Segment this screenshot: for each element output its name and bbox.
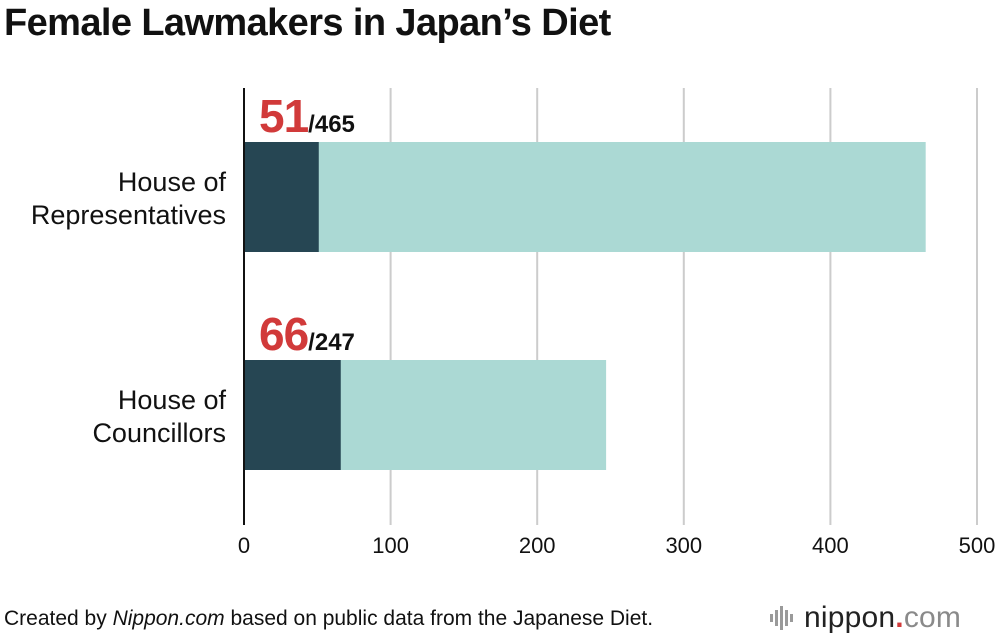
source-suffix: based on public data from the Japanese D… (224, 607, 654, 630)
x-tick-label: 0 (238, 533, 250, 558)
data-label: 51/465 (259, 90, 355, 142)
logo-name: nippon (804, 601, 896, 634)
logo-dot: . (895, 601, 904, 634)
x-tick-label: 100 (372, 533, 409, 558)
chart-title: Female Lawmakers in Japan’s Diet (4, 2, 611, 44)
nippon-logo: nippon.com (770, 598, 961, 638)
x-tick-label: 200 (519, 533, 556, 558)
logo-tld: com (903, 601, 962, 634)
female-count-label: 66 (259, 308, 308, 360)
source-site: Nippon.com (112, 607, 225, 630)
bar-total-seats (244, 142, 926, 252)
source-prefix: Created by (4, 607, 113, 630)
bar-female-lawmakers (244, 360, 341, 470)
x-tick-label: 400 (812, 533, 849, 558)
x-tick-label: 300 (665, 533, 702, 558)
total-seats-label: /247 (308, 329, 355, 356)
logo-mark-icon (770, 606, 793, 630)
x-tick-label: 500 (959, 533, 996, 558)
category-label: Councillors (92, 418, 226, 448)
category-label: House of (118, 385, 227, 415)
bar-female-lawmakers (244, 142, 319, 252)
category-label: House of (118, 167, 227, 197)
female-count-label: 51 (259, 90, 309, 142)
category-label: Representatives (31, 200, 226, 230)
source-note: Created by Nippon.com based on public da… (4, 607, 653, 631)
data-label: 66/247 (259, 308, 355, 360)
total-seats-label: /465 (308, 111, 355, 138)
